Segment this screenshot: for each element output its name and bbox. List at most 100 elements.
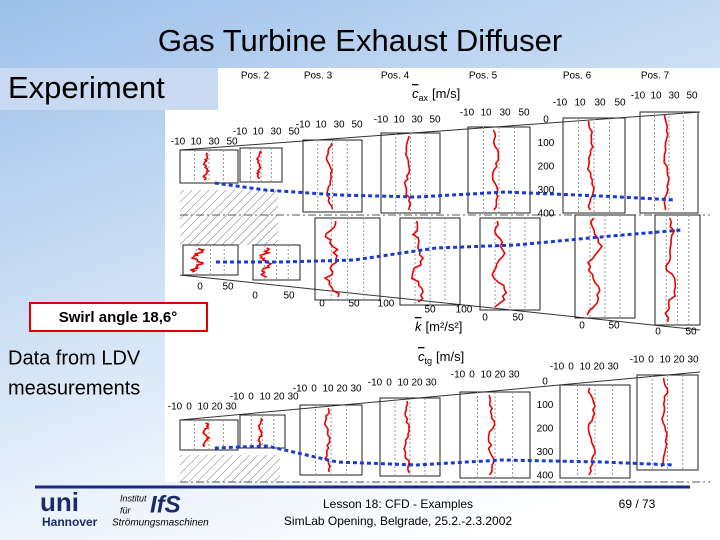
tick-label: -10 <box>460 108 475 119</box>
measured-profile <box>202 422 211 448</box>
measured-profile <box>586 217 603 316</box>
tick-label: 0 <box>197 282 203 293</box>
tick-label: 50 <box>686 91 698 102</box>
tick-label: 0 <box>568 362 574 373</box>
depth-tick-label: 0 <box>542 377 548 388</box>
tick-label: 10 <box>480 108 492 119</box>
axis-title: ctg [m/s] <box>418 349 464 366</box>
tick-label: 10 <box>659 355 671 366</box>
footer-lesson: Lesson 18: CFD - Examples <box>323 497 473 511</box>
tick-label: 50 <box>283 291 295 302</box>
depth-tick-label: 400 <box>538 209 555 220</box>
logo-dept: Strömungsmaschinen <box>112 518 209 529</box>
tick-label: 50 <box>222 282 234 293</box>
tick-label: 50 <box>424 305 436 316</box>
measured-profile <box>190 247 206 273</box>
tick-label: 30 <box>607 362 619 373</box>
measured-profile <box>255 150 263 180</box>
axis-symbol: c <box>418 349 425 364</box>
tick-label: 20 <box>593 362 605 373</box>
tick-label: 10 <box>650 91 662 102</box>
data-note: Data from LDV <box>8 347 141 369</box>
logo-institut: Institut <box>120 493 147 503</box>
tick-label: -10 <box>374 115 389 126</box>
tick-label: 0 <box>648 355 654 366</box>
logo-city: Hannover <box>42 515 98 529</box>
tick-label: 0 <box>655 327 661 338</box>
position-label: Pos. 6 <box>563 71 592 82</box>
tick-label: -10 <box>296 120 311 131</box>
casing-wall <box>179 371 701 421</box>
tick-label: -10 <box>550 362 565 373</box>
tick-label: 30 <box>225 402 237 413</box>
tick-label: 10 <box>480 370 492 381</box>
logo-uni: uni <box>40 487 79 517</box>
position-label: Pos. 7 <box>641 71 670 82</box>
tick-label: 100 <box>456 305 473 316</box>
tick-label: 0 <box>248 392 254 403</box>
swirl-note: Swirl angle 18,6° <box>59 309 178 326</box>
depth-tick-label: 0 <box>543 115 549 126</box>
tick-label: 50 <box>226 137 238 148</box>
position-label: Pos. 4 <box>381 71 410 82</box>
tick-label: 10 <box>579 362 591 373</box>
tick-label: -10 <box>451 370 466 381</box>
tick-label: 20 <box>273 392 285 403</box>
footer-event: SimLab Opening, Belgrade, 25.2.-2.3.2002 <box>284 514 512 528</box>
tick-label: -10 <box>168 402 183 413</box>
diagram-background <box>165 110 225 482</box>
tick-label: 30 <box>594 98 606 109</box>
tick-label: -10 <box>171 137 186 148</box>
depth-tick-label: 300 <box>537 447 554 458</box>
tick-label: 0 <box>311 384 317 395</box>
casing-wall <box>179 274 701 331</box>
tick-label: 20 <box>211 402 223 413</box>
data-note: measurements <box>8 377 140 399</box>
tick-label: 50 <box>608 321 620 332</box>
tick-label: 0 <box>186 402 192 413</box>
measured-profile <box>663 114 670 211</box>
axis-unit: [m/s] <box>436 349 464 364</box>
tick-label: 30 <box>411 115 423 126</box>
slide-title: Gas Turbine Exhaust Diffuser <box>158 23 562 58</box>
slide-subtitle: Experiment <box>8 70 165 105</box>
tick-label: 0 <box>319 299 325 310</box>
swirl-box <box>29 302 208 332</box>
measured-profile <box>403 400 411 474</box>
tick-label: 30 <box>508 370 520 381</box>
interface-line <box>214 181 675 202</box>
tick-label: 0 <box>252 291 258 302</box>
measured-profile <box>257 418 264 446</box>
measured-profile <box>664 217 677 323</box>
tick-label: 30 <box>208 137 220 148</box>
tick-label: 50 <box>685 327 697 338</box>
tick-label: 50 <box>518 108 530 119</box>
tick-label: 10 <box>574 98 586 109</box>
depth-tick-label: 200 <box>538 162 555 173</box>
tick-label: -10 <box>368 378 383 389</box>
tick-label: 10 <box>322 384 334 395</box>
tick-label: 30 <box>668 91 680 102</box>
position-label: Pos. 5 <box>469 71 498 82</box>
axis-symbol: c <box>412 86 419 101</box>
tick-label: 20 <box>411 378 423 389</box>
tick-label: 20 <box>494 370 506 381</box>
tick-label: 30 <box>425 378 437 389</box>
depth-tick-label: 400 <box>537 471 554 482</box>
tick-label: 20 <box>673 355 685 366</box>
tick-label: 50 <box>614 98 626 109</box>
interface-line <box>216 228 683 264</box>
axis-unit: [m/s] <box>432 86 460 101</box>
tick-label: 30 <box>287 392 299 403</box>
tick-label: 10 <box>315 120 327 131</box>
measured-profile <box>403 135 412 211</box>
tick-label: -10 <box>233 127 248 138</box>
tick-label: 30 <box>687 355 699 366</box>
tick-label: 100 <box>378 299 395 310</box>
tick-label: 50 <box>348 299 360 310</box>
tick-label: 30 <box>270 127 282 138</box>
tick-label: -10 <box>293 384 308 395</box>
hub-hatch <box>180 190 278 245</box>
